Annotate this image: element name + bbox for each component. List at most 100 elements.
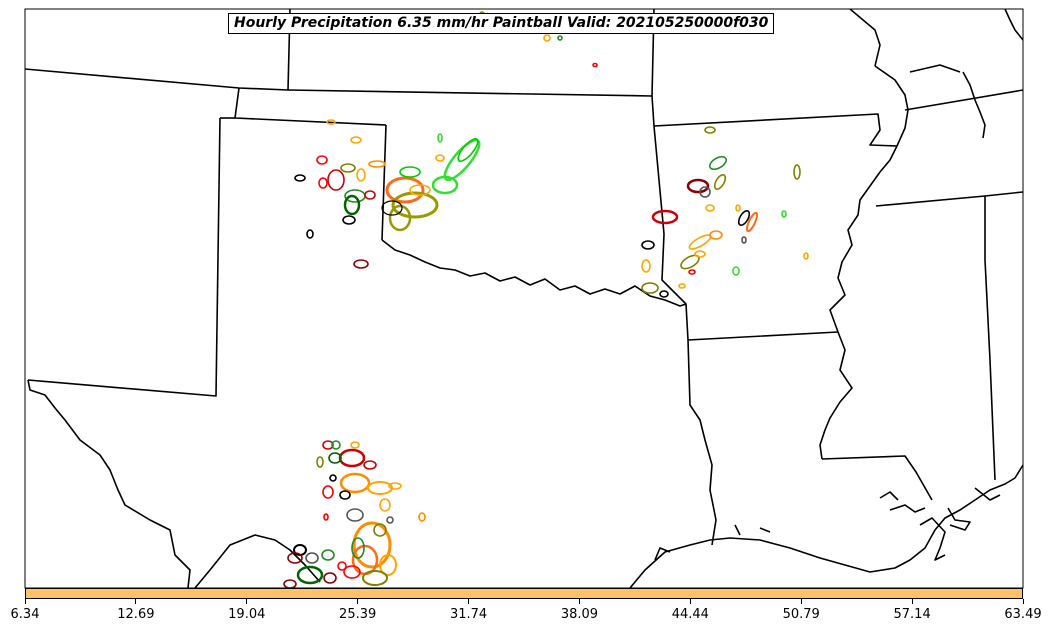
precip-blob — [713, 173, 727, 191]
precip-blob — [316, 456, 324, 468]
precip-blob — [793, 164, 801, 180]
colorbar-tick — [357, 599, 359, 604]
state-boundary-texas-louisiana — [687, 339, 717, 546]
colorbar-tick — [468, 599, 470, 604]
precip-blob — [363, 460, 377, 470]
coastline-bays — [654, 491, 971, 561]
precip-blob — [641, 282, 659, 294]
colorbar-tick — [24, 599, 26, 604]
precip-blob — [339, 472, 371, 494]
colorbar-tick-label: 31.74 — [449, 607, 488, 622]
colorbar-tick-label: 63.49 — [1004, 607, 1042, 622]
precip-blob — [287, 552, 303, 564]
precip-blob — [699, 186, 711, 198]
precip-blob — [457, 138, 479, 162]
precip-blob — [704, 126, 716, 134]
precip-blob — [737, 209, 751, 227]
colorbar-tick — [578, 599, 580, 604]
state-boundary-oklahoma-panhandle-east — [381, 124, 387, 241]
precip-blob — [694, 250, 706, 258]
state-boundary-louisiana-north — [821, 455, 933, 501]
precip-blob — [745, 211, 759, 233]
precip-blob — [356, 168, 366, 182]
coastline-delta — [919, 487, 1001, 561]
precip-blob — [735, 204, 741, 212]
colorbar — [25, 588, 1023, 599]
state-boundary-missouri-south — [653, 113, 898, 147]
map-frame — [24, 8, 1024, 589]
precip-blob — [321, 549, 335, 561]
precip-blob — [379, 554, 397, 576]
precip-blob — [781, 210, 787, 218]
precip-blob — [318, 177, 328, 189]
precip-blob — [641, 240, 655, 250]
precip-blob — [343, 194, 361, 216]
precip-blob — [323, 513, 329, 521]
state-boundary-indiana — [909, 64, 961, 73]
precip-blob — [305, 552, 319, 564]
precip-blob — [732, 266, 740, 276]
colorbar-tick-label: 25.39 — [339, 607, 377, 622]
precip-blob — [688, 269, 696, 275]
colorbar-tick — [911, 599, 913, 604]
precip-blob — [592, 62, 598, 68]
state-boundary-illinois — [874, 65, 909, 147]
precip-blob — [705, 204, 715, 212]
colorbar-tick — [689, 599, 691, 604]
colorbar-tick-label: 6.34 — [10, 607, 40, 622]
state-boundary-kentucky — [904, 89, 1023, 111]
precip-blob — [350, 136, 362, 144]
colorbar-tick-label: 57.14 — [893, 607, 931, 622]
precip-blob — [329, 474, 337, 482]
precip-blob — [385, 176, 425, 204]
precip-blob — [388, 204, 412, 232]
state-boundary-mississippi-alabama — [984, 196, 996, 481]
precip-blob — [543, 34, 551, 42]
precip-blob — [351, 537, 365, 559]
precip-blob — [379, 498, 391, 512]
precip-blob — [343, 565, 361, 579]
precip-blob — [340, 163, 356, 173]
precip-blob — [294, 174, 306, 182]
precip-blob — [306, 229, 314, 239]
precip-blob — [381, 200, 403, 216]
precip-blob — [346, 508, 364, 522]
precip-blob — [364, 190, 376, 200]
precip-blob — [339, 490, 351, 500]
precip-blob — [803, 252, 809, 260]
precip-blob — [709, 230, 723, 240]
state-boundary-texas-new-mexico — [27, 117, 221, 397]
state-boundary-arkansas-louisiana — [687, 331, 839, 341]
state-boundary-iowa-missouri — [849, 9, 881, 67]
map-title: Hourly Precipitation 6.35 mm/hr Paintbal… — [228, 13, 775, 34]
border-rio-grande — [27, 379, 321, 588]
precip-blob — [557, 35, 563, 41]
state-boundary-colorado-north — [25, 9, 291, 91]
precip-blob — [331, 440, 341, 450]
precip-blob — [323, 572, 337, 584]
precip-blob — [686, 178, 710, 194]
state-boundary-arkansas-west — [661, 233, 689, 341]
precip-blob — [386, 516, 394, 524]
precip-blob — [316, 155, 328, 165]
precip-blob — [328, 452, 342, 464]
colorbar-tick — [1022, 599, 1024, 604]
precip-blob — [283, 579, 297, 588]
precip-blob — [388, 482, 402, 490]
precip-blob — [338, 448, 366, 468]
precip-blob — [437, 133, 443, 143]
precip-blob — [353, 259, 369, 269]
colorbar-tick-label: 38.09 — [560, 607, 599, 622]
state-boundary-lake-michigan — [962, 9, 1023, 139]
precip-blob — [709, 155, 727, 171]
precip-blob — [350, 441, 360, 449]
colorbar-tick-label: 12.69 — [117, 607, 155, 622]
precip-blob — [296, 565, 324, 585]
precip-blob — [678, 283, 686, 289]
precip-blob — [641, 259, 651, 273]
precip-blob — [373, 523, 387, 537]
precip-blob — [322, 485, 334, 499]
precip-blob — [651, 209, 679, 225]
precip-blob — [435, 154, 445, 162]
